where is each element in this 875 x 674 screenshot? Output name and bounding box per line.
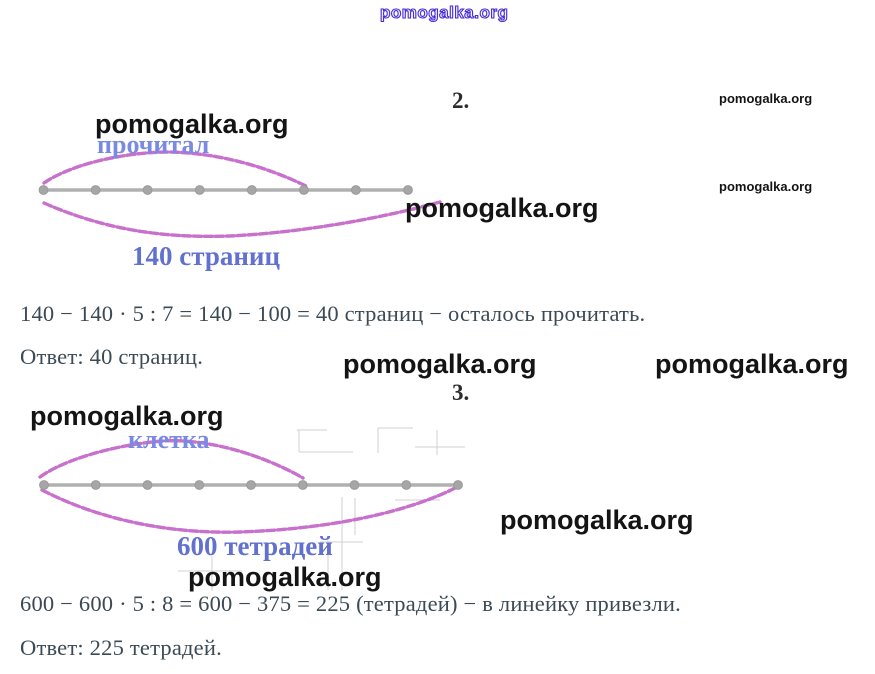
brace-label-cell: клетка [128,425,210,454]
brace-label-140-pages: 140 страниц [132,241,281,271]
number-line-dot [90,185,101,195]
number-line-dot [194,185,205,195]
number-line-dot [39,480,49,490]
number-line-dots-p2 [38,185,413,195]
problem-3-number: 3. [452,380,470,405]
problem-2-number: 2. [452,88,470,113]
number-line-dots-p3 [39,480,463,490]
diagram-problem-2 [38,150,442,239]
number-line-dot [246,480,256,490]
site-watermark-6: pomogalka.org [500,505,694,535]
number-line-dot [299,185,309,195]
number-line-dot [297,480,308,490]
site-watermark-1: pomogalka.org [95,109,289,139]
header-site-watermark: pomogalka.org [379,2,509,22]
site-watermark-small-1: pomogalka.org [719,91,813,106]
bottom-brace-p3 [40,484,461,534]
number-line-dot [453,480,463,490]
site-watermark-small-2: pomogalka.org [719,179,813,194]
solution-line-p3: 600 − 600 · 5 : 8 = 600 − 375 = 225 (тет… [20,591,681,616]
solution-line-p2: 140 − 140 · 5 : 7 = 140 − 100 = 40 стран… [20,301,646,326]
number-line-dot [38,185,49,195]
number-line-dot [349,480,360,490]
number-line-dot [194,480,205,490]
number-line-dot [142,185,153,195]
answer-line-p3: Ответ: 225 тетрадей. [20,635,222,660]
brace-label-read: прочитал [97,130,210,159]
brace-label-600-notebooks: 600 тетрадей [177,531,333,561]
diagram-problem-3 [38,438,463,534]
site-watermark-5: pomogalka.org [30,401,224,431]
site-watermark-7: pomogalka.org [188,562,382,592]
site-watermark-2: pomogalka.org [405,193,599,223]
number-line-dot [401,480,412,490]
number-line-dot [90,480,101,490]
site-watermark-3: pomogalka.org [343,349,537,379]
number-line-dot [246,185,257,195]
number-line-dot [351,185,361,195]
number-line-dot [142,480,153,490]
site-watermark-4: pomogalka.org [655,349,849,379]
bottom-brace-p2 [42,200,442,239]
answer-line-p2: Ответ: 40 страниц. [20,344,204,369]
